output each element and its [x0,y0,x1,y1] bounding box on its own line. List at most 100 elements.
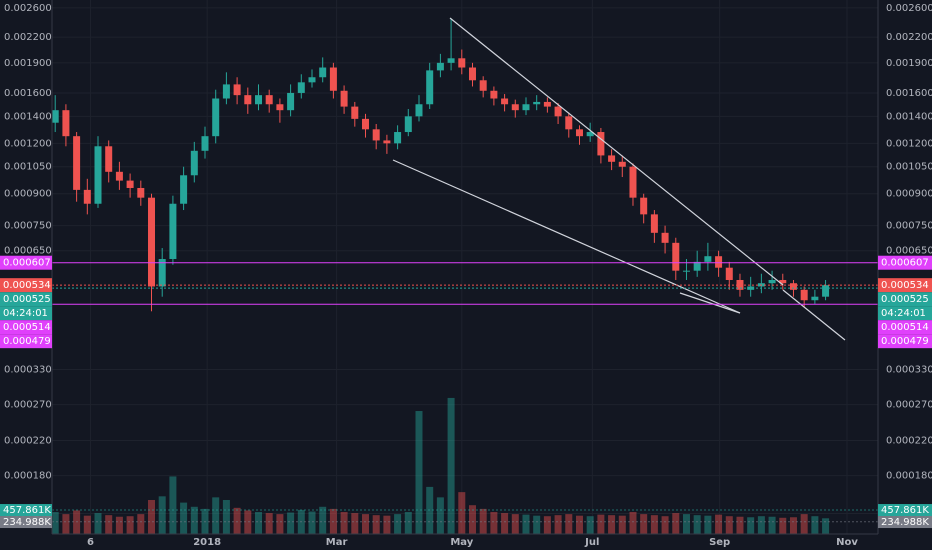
y-tick-label: 0.000900 [4,189,52,200]
volume-bar [105,515,113,534]
y-tick-label: 0.002600 [886,3,932,14]
volume-bar [62,514,70,534]
y-tick-label: 0.001900 [886,58,932,69]
candle-body [725,267,733,280]
volume-bar [565,514,573,534]
candle-body [415,104,423,117]
y-tick-label: 0.000650 [886,246,932,257]
y-tick-label: 0.000270 [4,400,52,411]
candle-body [618,161,626,167]
candle-body [736,279,744,290]
candle-body [715,256,723,268]
volume-bar [458,492,466,534]
candle-body [629,166,637,198]
candle-body [340,90,348,107]
x-tick-label: 2018 [193,537,221,548]
price-marker-label: 0.000514 [881,322,929,333]
candle-body [543,101,551,107]
volume-bar [169,476,177,534]
y-tick-label: 0.000180 [4,471,52,482]
y-tick-label: 0.001400 [4,111,52,122]
candle-body [800,289,808,301]
volume-bar [501,513,509,534]
volume-bar [650,515,658,534]
candle-body [565,116,573,130]
volume-bar [522,514,530,534]
candle-body [789,283,797,290]
volume-bar [137,514,145,534]
candle-body [222,84,230,99]
grid [52,0,878,534]
candle-body [436,62,444,71]
volume-bar [479,508,487,534]
candle-layer [51,18,830,312]
marker-layer [52,262,878,523]
candle-body [94,146,102,204]
candle-body [233,84,241,96]
candle-body [779,279,787,284]
volume-bar [351,513,359,534]
y-tick-label: 0.001400 [886,111,932,122]
y-tick-label: 0.001900 [4,58,52,69]
x-tick-label: Mar [326,537,348,548]
volume-bar [768,516,776,534]
y-tick-label: 0.001200 [886,138,932,149]
candle-body [426,70,434,105]
volume-bar [682,514,690,534]
y-tick-label: 0.001600 [4,88,52,99]
price-marker-label-box [878,320,932,335]
y-tick-label: 0.000330 [4,364,52,375]
candle-body [554,106,562,117]
price-marker-label: 0.000534 [881,280,929,291]
candle-body [394,132,402,144]
volume-bar [180,502,188,534]
candle-body [287,92,295,111]
trendline [449,17,784,286]
volume-bar [575,515,583,534]
volume-bar [447,397,455,534]
candle-body [586,132,594,137]
volume-bar [715,514,723,534]
candle-body [522,104,530,111]
y-tick-label: 0.001600 [886,88,932,99]
candle-body [372,129,380,141]
volume-bar [255,512,262,534]
candle-body [169,203,177,260]
y-tick-label: 0.000750 [4,221,52,232]
price-marker-label-box [878,278,932,293]
price-marker-label: 0.000607 [881,258,929,269]
volume-bar [800,514,808,534]
volume-bar [640,514,648,534]
candle-body [468,67,476,81]
y-tick-label: 0.000220 [886,435,932,446]
y-tick-label: 0.000270 [886,400,932,411]
volume-marker-label: 457.861K [881,505,929,516]
volume-bar [586,516,594,534]
volume-bar [94,513,102,534]
volume-bar [693,515,701,534]
volume-bar [51,512,59,534]
candle-body [212,98,220,137]
candle-body [126,180,134,188]
volume-bar [468,505,476,534]
candle-body [158,259,166,287]
volume-marker-label: 234.988K [881,517,929,528]
volume-bar [148,499,156,534]
volume-bar [372,515,380,534]
candle-body [105,146,113,172]
volume-bar [629,512,637,534]
label-layer: 0.002600 0.002600 0.002200 0.002200 0.001900… [0,3,932,548]
volume-bar [789,517,797,534]
y-tick-label: 0.002200 [4,32,52,43]
candle-body [276,104,284,111]
y-tick-label: 0.001200 [4,138,52,149]
candle-body [351,106,359,119]
candle-body [822,285,830,297]
volume-bar [597,514,605,534]
volume-marker-box [0,516,52,529]
volume-bar [415,411,423,534]
candle-body [501,98,509,105]
price-marker-label: 0.000514 [3,322,51,333]
candle-body [329,67,337,91]
volume-bar [287,512,295,534]
